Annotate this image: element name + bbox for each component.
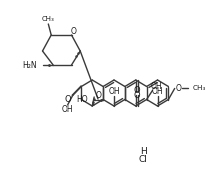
Text: OH: OH [152, 86, 163, 96]
Text: Cl: Cl [139, 156, 147, 164]
Text: H: H [140, 148, 146, 156]
Text: O: O [64, 95, 71, 104]
Text: CH₃: CH₃ [193, 85, 206, 92]
Text: OH: OH [108, 86, 120, 96]
Text: O: O [133, 91, 140, 100]
Text: CH₃: CH₃ [42, 16, 55, 22]
Text: O: O [71, 26, 76, 35]
Text: HO: HO [76, 95, 88, 104]
Text: OH: OH [62, 105, 74, 114]
Text: H₂N: H₂N [22, 61, 37, 69]
Text: O: O [176, 84, 182, 93]
Text: O: O [133, 86, 140, 95]
Text: OH: OH [151, 82, 162, 91]
Text: O: O [96, 92, 102, 101]
